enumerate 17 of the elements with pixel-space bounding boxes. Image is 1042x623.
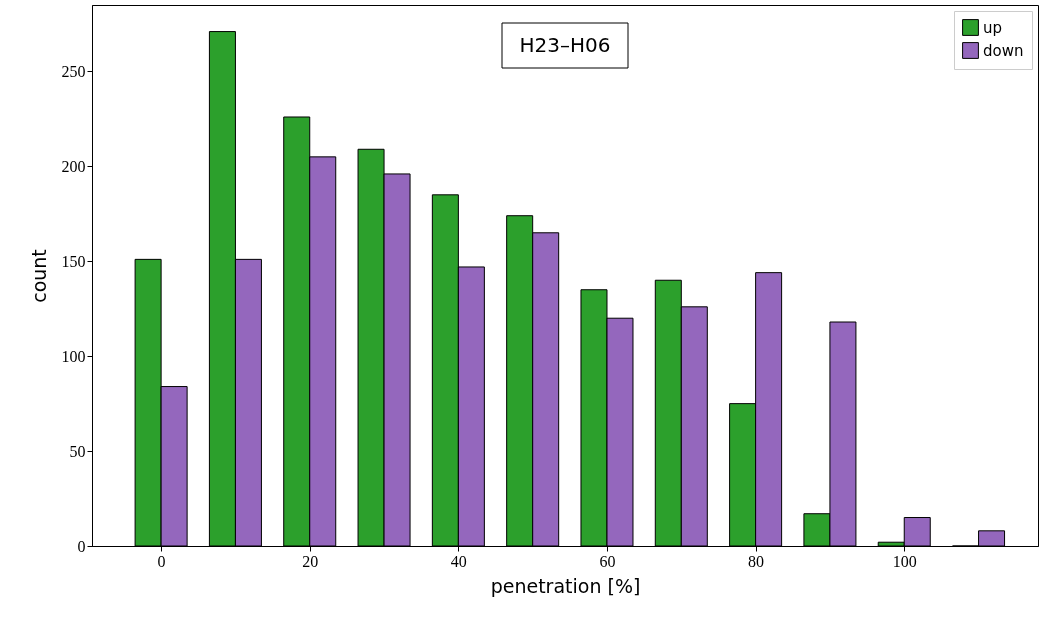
y-tick-label: 100: [61, 347, 86, 365]
x-tick-label: 40: [450, 552, 467, 570]
x-tick-label: 20: [302, 552, 319, 570]
legend-label: down: [983, 41, 1024, 60]
x-tick-label: 0: [157, 552, 166, 570]
x-axis-title: penetration [%]: [490, 574, 641, 597]
y-tick-label: 50: [69, 442, 86, 460]
x-tick-label: 80: [748, 552, 765, 570]
y-axis-title: count: [27, 249, 50, 303]
legend-label: up: [983, 18, 1003, 37]
x-tick-label: 60: [599, 552, 616, 570]
y-tick-label: 250: [61, 62, 86, 80]
text: H23–H06: [519, 33, 611, 57]
x-tick-label: 100: [892, 552, 917, 570]
y-tick-label: 150: [61, 252, 86, 270]
y-tick-label: 200: [61, 157, 86, 175]
y-tick-label: 0: [77, 537, 86, 555]
